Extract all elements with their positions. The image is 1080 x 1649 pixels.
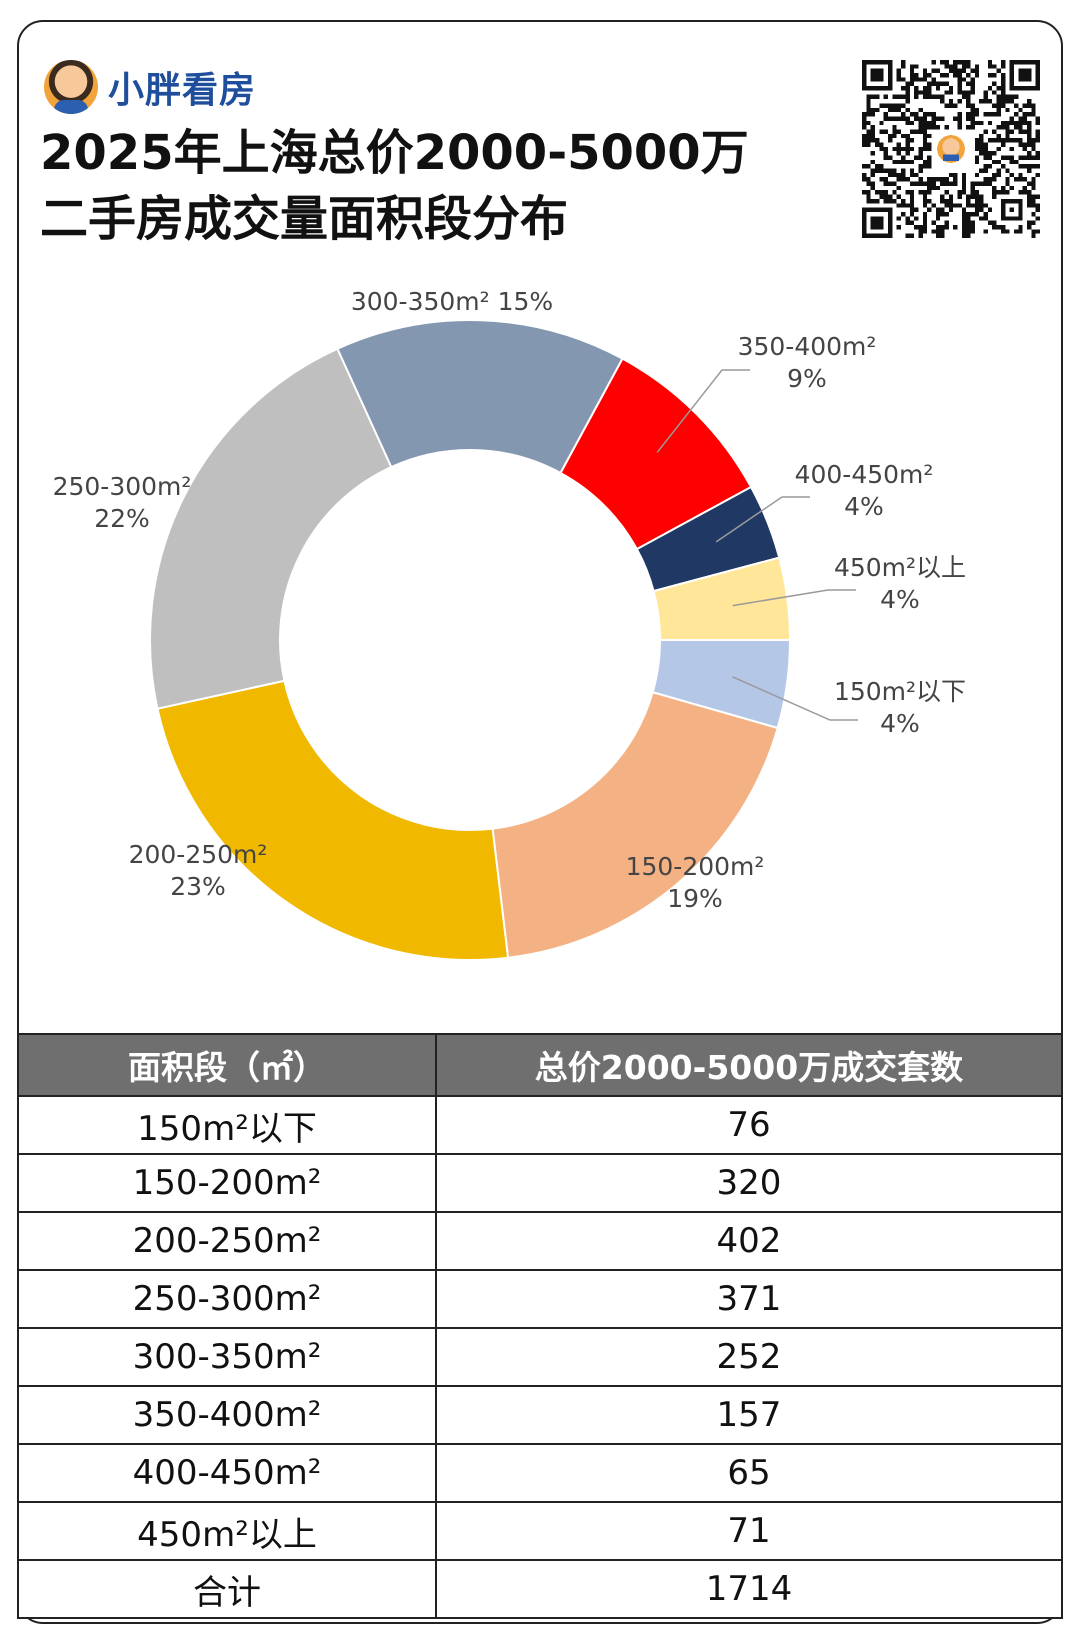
table-row: 300-350m² 252 xyxy=(17,1327,1063,1387)
table-row-total: 合计 1714 xyxy=(17,1559,1063,1619)
slice-percent-1: 4% xyxy=(880,709,920,738)
qr-code xyxy=(862,60,1040,238)
slice-label-4: 250-300m² xyxy=(53,472,192,501)
table-cell: 76 xyxy=(435,1095,1063,1155)
title-line-2: 二手房成交量面积段分布 xyxy=(40,191,569,247)
donut-chart: 150m²以下 4% 150-200m² 19% 200-250m² 23% 250-300… xyxy=(0,280,1080,1040)
donut-chart-svg: 150m²以下 4% 150-200m² 19% 200-250m² 23% 250-300… xyxy=(53,287,966,961)
slice-percent-3: 23% xyxy=(170,872,226,901)
page-title: 2025年上海总价2000-5000万 二手房成交量面积段分布 xyxy=(40,120,760,252)
data-table: 面积段（㎡） 总价2000-5000万成交套数 150m²以下 76 150-20… xyxy=(17,1033,1063,1619)
table-row: 150-200m² 320 xyxy=(17,1153,1063,1213)
table-row: 450m²以上 71 xyxy=(17,1501,1063,1561)
table-row: 200-250m² 402 xyxy=(17,1211,1063,1271)
leader-line-7 xyxy=(715,496,810,543)
table-cell: 252 xyxy=(435,1327,1063,1387)
table-row: 250-300m² 371 xyxy=(17,1269,1063,1329)
slice-label-3: 200-250m² xyxy=(129,840,268,869)
table-cell: 400-450m² xyxy=(17,1443,437,1503)
leader-line-8 xyxy=(732,589,856,607)
brand: 小胖看房 xyxy=(44,60,256,114)
table-cell: 71 xyxy=(435,1501,1063,1561)
donut-slice-3 xyxy=(156,679,510,961)
table-row: 400-450m² 65 xyxy=(17,1443,1063,1503)
title-line-1: 2025年上海总价2000-5000万 xyxy=(40,125,749,181)
leader-line-6 xyxy=(656,369,750,453)
slice-percent-6: 9% xyxy=(787,364,827,393)
slice-label-1: 150m²以下 xyxy=(834,677,966,706)
table-cell: 157 xyxy=(435,1385,1063,1445)
slice-percent-8: 4% xyxy=(880,585,920,614)
table-cell: 200-250m² xyxy=(17,1211,437,1271)
table-row: 150m²以下 76 xyxy=(17,1095,1063,1155)
slice-label-7: 400-450m² xyxy=(795,460,934,489)
slice-percent-7: 4% xyxy=(844,492,884,521)
table-cell: 150-200m² xyxy=(17,1153,437,1213)
table-header-cell: 总价2000-5000万成交套数 xyxy=(435,1033,1063,1097)
leader-line-1 xyxy=(732,676,858,721)
donut-slice-8 xyxy=(652,556,792,641)
table-cell: 150m²以下 xyxy=(17,1095,437,1155)
table-cell: 300-350m² xyxy=(17,1327,437,1387)
donut-slice-2 xyxy=(491,691,779,959)
slice-percent-4: 22% xyxy=(94,504,150,533)
table-cell: 402 xyxy=(435,1211,1063,1271)
table-row: 350-400m² 157 xyxy=(17,1385,1063,1445)
brand-name: 小胖看房 xyxy=(108,70,257,111)
donut-slice-4 xyxy=(149,347,393,710)
slice-label-2: 150-200m² xyxy=(626,852,765,881)
slice-percent-2: 19% xyxy=(667,884,723,913)
slice-label-5: 300-350m² 15% xyxy=(351,287,553,316)
table-cell: 65 xyxy=(435,1443,1063,1503)
table-cell: 450m²以上 xyxy=(17,1501,437,1561)
table-cell: 371 xyxy=(435,1269,1063,1329)
table-cell: 1714 xyxy=(435,1559,1063,1619)
table-cell: 320 xyxy=(435,1153,1063,1213)
table-header-row: 面积段（㎡） 总价2000-5000万成交套数 xyxy=(17,1033,1063,1097)
table-cell: 合计 xyxy=(17,1559,437,1619)
table-header-cell: 面积段（㎡） xyxy=(17,1033,437,1097)
slice-label-6: 350-400m² xyxy=(738,332,877,361)
brand-avatar xyxy=(44,60,98,114)
table-cell: 250-300m² xyxy=(17,1269,437,1329)
slice-label-8: 450m²以上 xyxy=(834,553,966,582)
table-cell: 350-400m² xyxy=(17,1385,437,1445)
